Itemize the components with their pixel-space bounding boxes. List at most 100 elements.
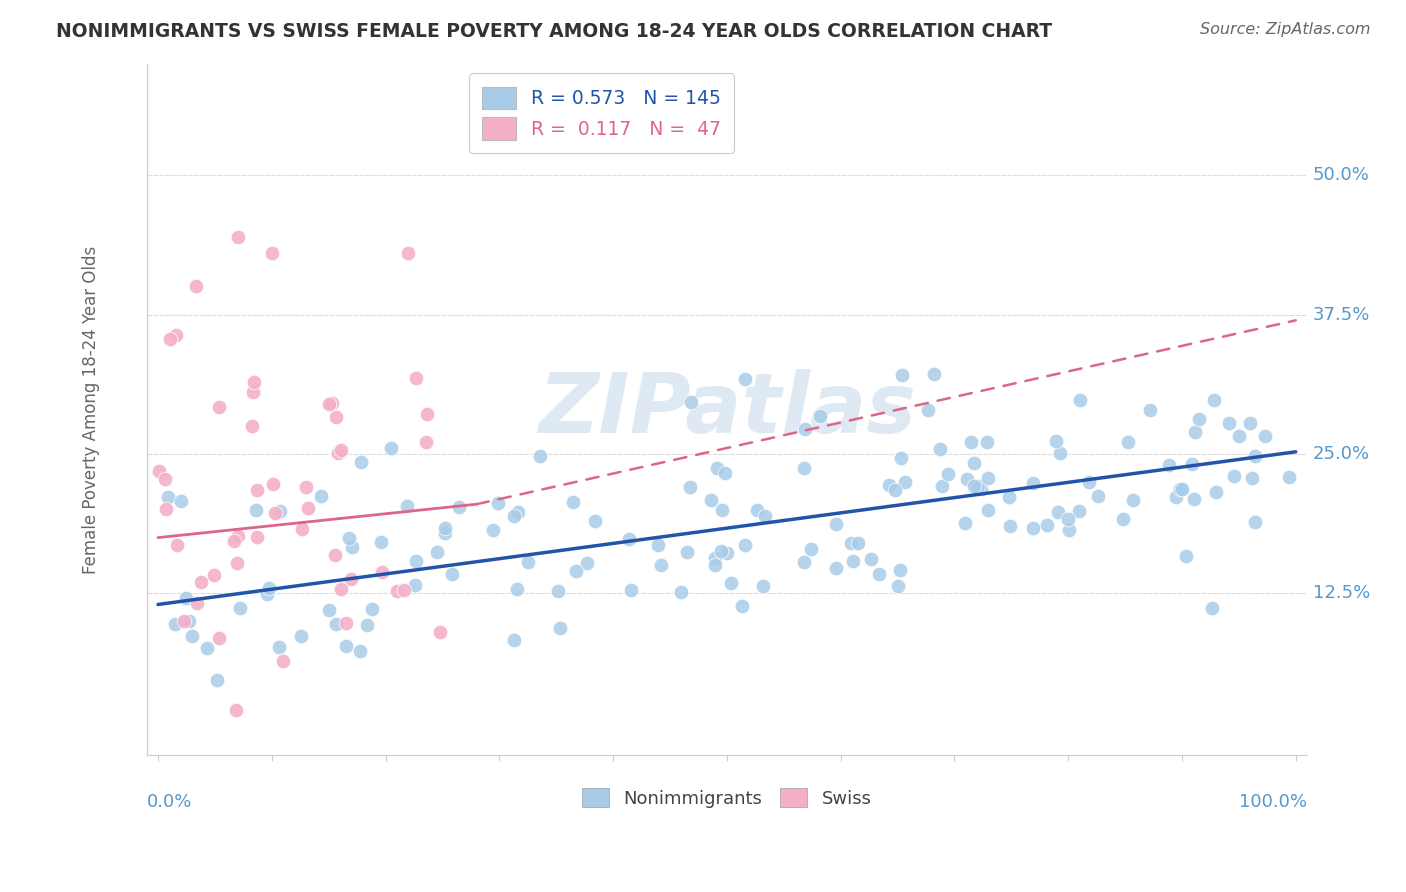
Point [883,483,905,498]
Point [1021,521,1043,535]
Point [325,410,347,425]
Point [290,629,312,643]
Point [246,483,269,498]
Point [1222,469,1244,483]
Point [415,434,437,449]
Point [441,567,464,582]
Point [1049,446,1071,460]
Point [148,464,170,478]
Point [396,246,419,260]
Point [997,490,1019,504]
Point [370,535,392,549]
Point [326,446,349,460]
Point [959,435,981,450]
Point [297,500,319,515]
Point [1036,518,1059,533]
Point [808,409,831,423]
Point [506,505,529,519]
Text: 12.5%: 12.5% [1313,584,1369,602]
Point [208,400,231,414]
Point [793,421,815,435]
Point [1227,429,1250,443]
Point [894,475,917,489]
Point [679,480,702,494]
Point [323,548,346,562]
Point [751,579,773,593]
Point [917,402,939,417]
Point [976,435,998,450]
Point [263,506,285,520]
Point [1139,403,1161,417]
Point [349,455,371,469]
Point [647,538,669,552]
Point [267,640,290,655]
Point [166,538,188,552]
Point [387,584,409,599]
Point [710,544,733,558]
Point [360,602,382,616]
Point [340,572,363,586]
Point [1021,475,1043,490]
Point [860,551,883,566]
Point [1166,490,1188,504]
Point [195,640,218,655]
Point [731,599,754,613]
Point [977,471,1000,485]
Point [704,551,727,566]
Point [1122,492,1144,507]
Point [1057,524,1080,538]
Point [429,625,451,640]
Point [1244,450,1267,464]
Point [228,529,250,543]
Point [269,504,291,518]
Point [1240,470,1263,484]
Point [1254,429,1277,443]
Point [929,442,952,456]
Point [173,615,195,629]
Point [619,582,641,597]
Point [434,520,457,534]
Point [1239,417,1261,431]
Point [318,603,340,617]
Point [1112,512,1135,526]
Point [240,419,263,434]
Point [841,535,863,549]
Point [447,500,470,515]
Point [963,456,986,470]
Point [1171,482,1194,496]
Point [998,519,1021,533]
Point [669,585,692,599]
Point [931,479,953,493]
Point [754,508,776,523]
Text: NONIMMIGRANTS VS SWISS FEMALE POVERTY AMONG 18-24 YEAR OLDS CORRELATION CHART: NONIMMIGRANTS VS SWISS FEMALE POVERTY AM… [56,22,1052,41]
Point [174,591,197,606]
Point [716,546,738,560]
Point [242,385,264,400]
Point [502,509,524,524]
Point [970,482,993,496]
Point [321,395,343,409]
Point [825,561,848,575]
Point [205,673,228,687]
Point [1168,483,1191,497]
Point [329,443,352,458]
Point [1182,491,1205,506]
Point [675,545,697,559]
Point [180,630,202,644]
Point [889,563,911,577]
Point [1188,412,1211,426]
Point [246,530,269,544]
Point [561,495,583,509]
Point [1181,457,1204,471]
Point [679,395,702,409]
Point [260,246,283,260]
Point [565,564,588,578]
Point [703,558,725,573]
Text: 100.0%: 100.0% [1239,793,1308,811]
Point [868,566,890,581]
Point [190,575,212,590]
Point [1116,434,1139,449]
Point [262,476,284,491]
Point [890,368,912,382]
Point [426,544,449,558]
